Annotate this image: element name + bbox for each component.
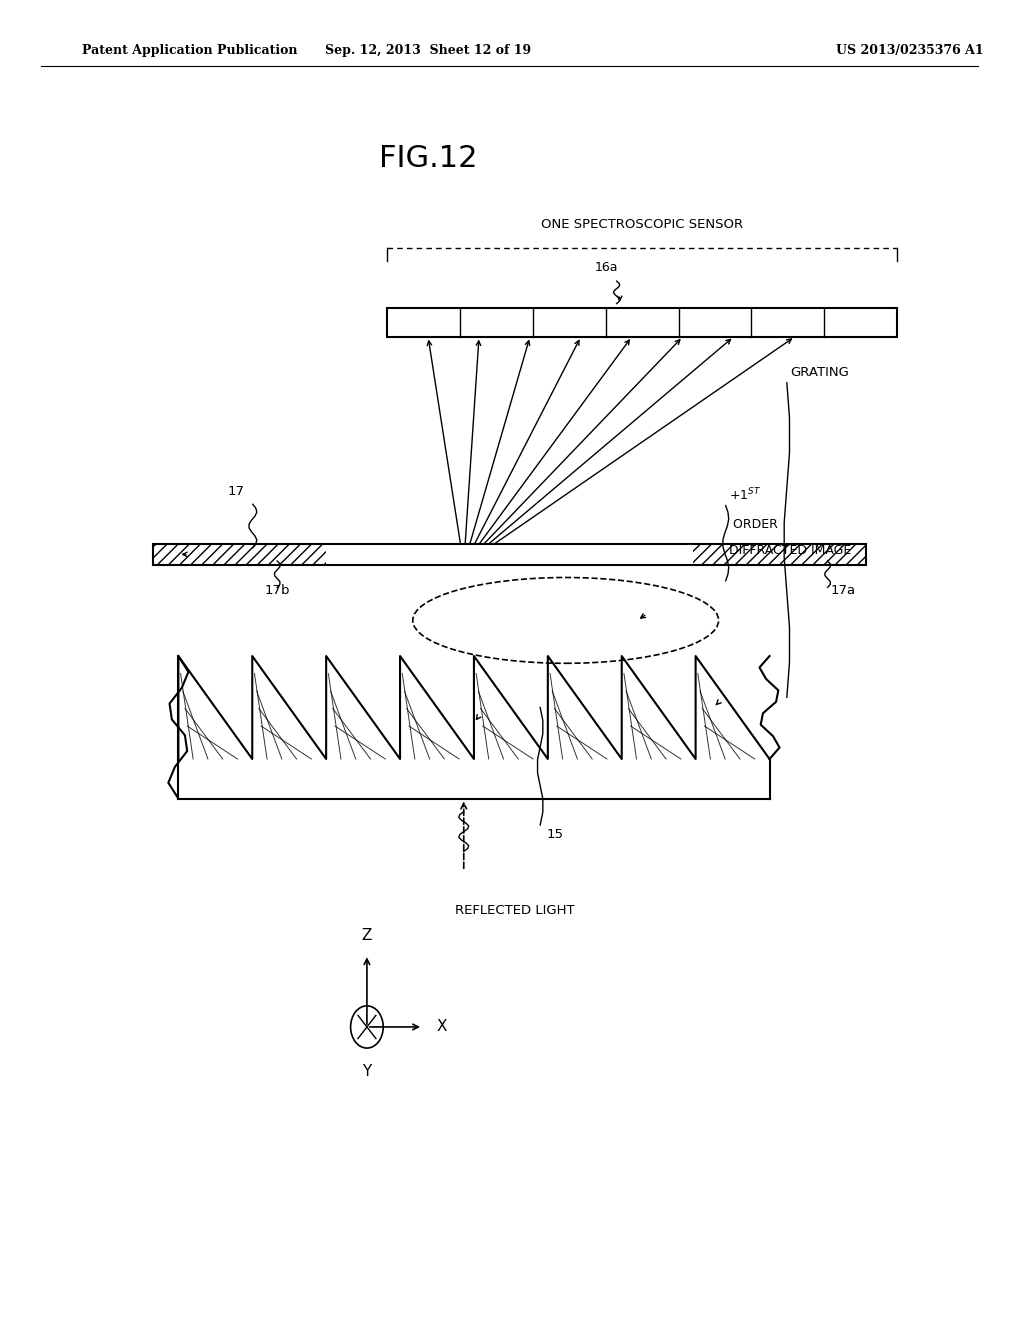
Bar [153,544,327,565]
Bar [387,308,897,337]
Text: US 2013/0235376 A1: US 2013/0235376 A1 [836,44,983,57]
Text: Sep. 12, 2013  Sheet 12 of 19: Sep. 12, 2013 Sheet 12 of 19 [325,44,531,57]
Text: DIFFRACTED IMAGE: DIFFRACTED IMAGE [729,544,851,557]
Bar [693,544,866,565]
Bar [153,544,866,565]
Text: Y: Y [362,1064,372,1080]
Text: X: X [436,1019,446,1035]
Text: $+1^{ST}$: $+1^{ST}$ [729,487,761,503]
Text: 17a: 17a [830,583,856,597]
Text: Z: Z [361,928,372,944]
Text: 16a: 16a [595,261,618,275]
Text: ORDER: ORDER [729,517,777,531]
Text: ONE SPECTROSCOPIC SENSOR: ONE SPECTROSCOPIC SENSOR [541,218,743,231]
Text: 17: 17 [227,484,245,498]
Text: REFLECTED LIGHT: REFLECTED LIGHT [455,904,574,917]
Text: Patent Application Publication: Patent Application Publication [82,44,297,57]
Ellipse shape [413,578,719,664]
Text: 17b: 17b [265,583,291,597]
Bar [327,545,693,564]
Text: GRATING: GRATING [790,366,849,379]
Text: 15: 15 [547,828,564,841]
Text: FIG.12: FIG.12 [379,144,477,173]
